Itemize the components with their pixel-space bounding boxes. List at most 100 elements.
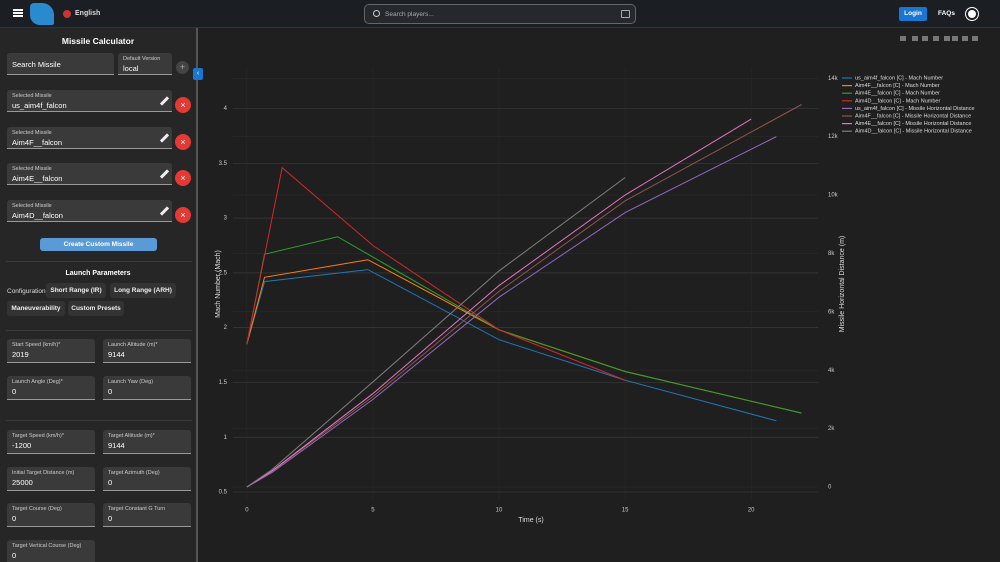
- y2-tick-label: 14k: [828, 76, 839, 82]
- legend-label: us_aim4f_falcon [C] - Mach Number: [855, 75, 943, 81]
- x-tick-label: 20: [748, 508, 755, 514]
- edit-icon[interactable]: [159, 205, 170, 216]
- input-field[interactable]: Selected Missile Aim4D__falcon: [7, 199, 172, 222]
- field-value: 0: [108, 386, 113, 396]
- preset-button[interactable]: Long Range (ARH): [110, 283, 176, 298]
- field-label: Default Version: [123, 56, 161, 62]
- y-tick-label: 1: [224, 435, 228, 441]
- edit-icon[interactable]: [159, 169, 170, 179]
- field-value: 2019: [12, 350, 29, 359]
- version-select[interactable]: Default Version local: [118, 53, 172, 75]
- field-value: 25000: [12, 477, 33, 487]
- input-field[interactable]: Start Speed (km/h)* 2019: [7, 339, 95, 363]
- field-value: 0: [12, 550, 17, 560]
- series-line: [246, 269, 777, 422]
- y-tick-label: 4: [224, 106, 228, 112]
- search-missile[interactable]: Search Missile: [7, 53, 114, 75]
- modebar[interactable]: [900, 36, 978, 41]
- preset-button[interactable]: Maneuverability: [7, 301, 65, 316]
- input-field[interactable]: Target Altitude (m)* 9144: [103, 430, 191, 454]
- input-field[interactable]: Launch Yaw (Deg) 0: [103, 375, 191, 400]
- input-field[interactable]: Selected Missile Aim4E__falcon: [7, 163, 172, 185]
- input-field[interactable]: Selected Missile Aim4F__falcon: [7, 126, 172, 149]
- input-field[interactable]: Launch Angle (Deg)* 0: [7, 375, 95, 400]
- x-tick-label: 15: [622, 508, 629, 514]
- input-field[interactable]: Selected Missile us_aim4f_falcon: [7, 90, 172, 112]
- field-label: Start Speed (km/h)*: [12, 342, 61, 348]
- input-field[interactable]: Launch Altitude (m)* 9144: [103, 339, 191, 363]
- legend-label: us_aim4f_falcon [C] - Missile Horizontal…: [855, 106, 975, 112]
- field-value: 0: [12, 514, 17, 523]
- input-field[interactable]: Target Constant G Turn 0: [103, 503, 191, 527]
- legend-label: Aim4E__falcon [C] - Mach Number: [855, 91, 940, 97]
- divider: [196, 28, 198, 562]
- field-value: 9144: [108, 441, 125, 450]
- preset-button[interactable]: Custom Presets: [68, 301, 124, 316]
- field-label: Target Speed (km/h)*: [12, 433, 64, 439]
- legend-label: Aim4F__falcon [C] - Missile Horizontal D…: [855, 113, 971, 119]
- field-label: Selected Missile: [12, 129, 52, 136]
- y-tick-label: 0.5: [219, 490, 228, 496]
- y2-tick-label: 4k: [828, 368, 835, 374]
- chart: Time (s) Mach Number (Mach) Missile Hori…: [215, 36, 978, 524]
- y-axis-title: Mach Number (Mach): [215, 250, 222, 318]
- series-line: [246, 166, 626, 381]
- top-nav: English Search players... Login FAQs: [0, 0, 1000, 28]
- y-tick-label: 1.5: [219, 380, 228, 386]
- preset-button[interactable]: Short Range (IR): [46, 283, 106, 298]
- remove-button[interactable]: ×: [175, 97, 191, 113]
- y2-tick-label: 8k: [828, 251, 835, 257]
- menu-button[interactable]: [13, 9, 23, 17]
- field-value: 0: [108, 477, 113, 487]
- edit-icon[interactable]: [159, 96, 170, 106]
- legend-label: Aim4D__falcon [C] - Missile Horizontal D…: [855, 129, 972, 135]
- legend-label: Aim4D__falcon [C] - Mach Number: [855, 98, 940, 104]
- y-tick-label: 2.5: [219, 270, 228, 276]
- theme-toggle[interactable]: [968, 10, 976, 18]
- field-label: Selected Missile: [12, 202, 52, 209]
- edit-icon[interactable]: [159, 132, 170, 143]
- remove-button[interactable]: ×: [175, 133, 191, 150]
- section-title: Launch Parameters: [65, 270, 131, 277]
- series-line: [246, 136, 777, 488]
- field-value: 0: [12, 386, 17, 396]
- y2-tick-label: 0: [828, 485, 832, 491]
- remove-button[interactable]: ×: [175, 170, 191, 186]
- field-label: Target Course (Deg): [12, 506, 62, 512]
- collapse-button[interactable]: ‹: [193, 68, 203, 80]
- input-field[interactable]: Target Vertical Course (Deg) 0: [7, 539, 95, 562]
- y-tick-label: 3: [224, 216, 228, 222]
- field-label: Target Constant G Turn: [108, 506, 166, 512]
- field-label: Launch Altitude (m)*: [108, 342, 158, 348]
- faqs-link[interactable]: FAQs: [938, 10, 955, 17]
- y2-tick-label: 10k: [828, 193, 839, 199]
- legend-label: Aim4F__falcon [C] - Mach Number: [855, 83, 940, 89]
- config-label: Configuration:: [7, 288, 48, 295]
- create-custom-missile[interactable]: Create Custom Missile: [40, 238, 157, 251]
- input-field[interactable]: Target Azimuth (Deg) 0: [103, 466, 191, 491]
- series-line: [246, 259, 802, 414]
- sidebar: Missile Calculator Search Missile Defaul…: [0, 28, 196, 562]
- search-box[interactable]: Search players...: [364, 4, 636, 24]
- add-button[interactable]: +: [176, 61, 189, 74]
- logo[interactable]: [30, 3, 54, 25]
- field-label: Selected Missile: [12, 93, 52, 99]
- field-label: Target Azimuth (Deg): [108, 469, 160, 476]
- series-line: [246, 118, 752, 488]
- language[interactable]: English: [75, 10, 101, 17]
- field-value: local: [123, 64, 139, 73]
- search-placeholder: Search players...: [385, 11, 434, 18]
- login-button[interactable]: Login: [899, 7, 927, 21]
- field-value: 0: [108, 514, 113, 523]
- input-field[interactable]: Target Speed (km/h)* -1200: [7, 430, 95, 454]
- remove-button[interactable]: ×: [175, 206, 191, 223]
- field-value: Aim4D__falcon: [12, 210, 63, 220]
- y2-axis-title: Missile Horizontal Distance (m): [839, 236, 846, 332]
- input-field[interactable]: Initial Target Distance (m) 25000: [7, 466, 95, 491]
- y2-tick-label: 12k: [828, 134, 839, 140]
- field-value: 9144: [108, 350, 125, 359]
- x-tick-label: 5: [371, 508, 375, 514]
- input-field[interactable]: Target Course (Deg) 0: [7, 503, 95, 527]
- field-value: -1200: [12, 441, 32, 450]
